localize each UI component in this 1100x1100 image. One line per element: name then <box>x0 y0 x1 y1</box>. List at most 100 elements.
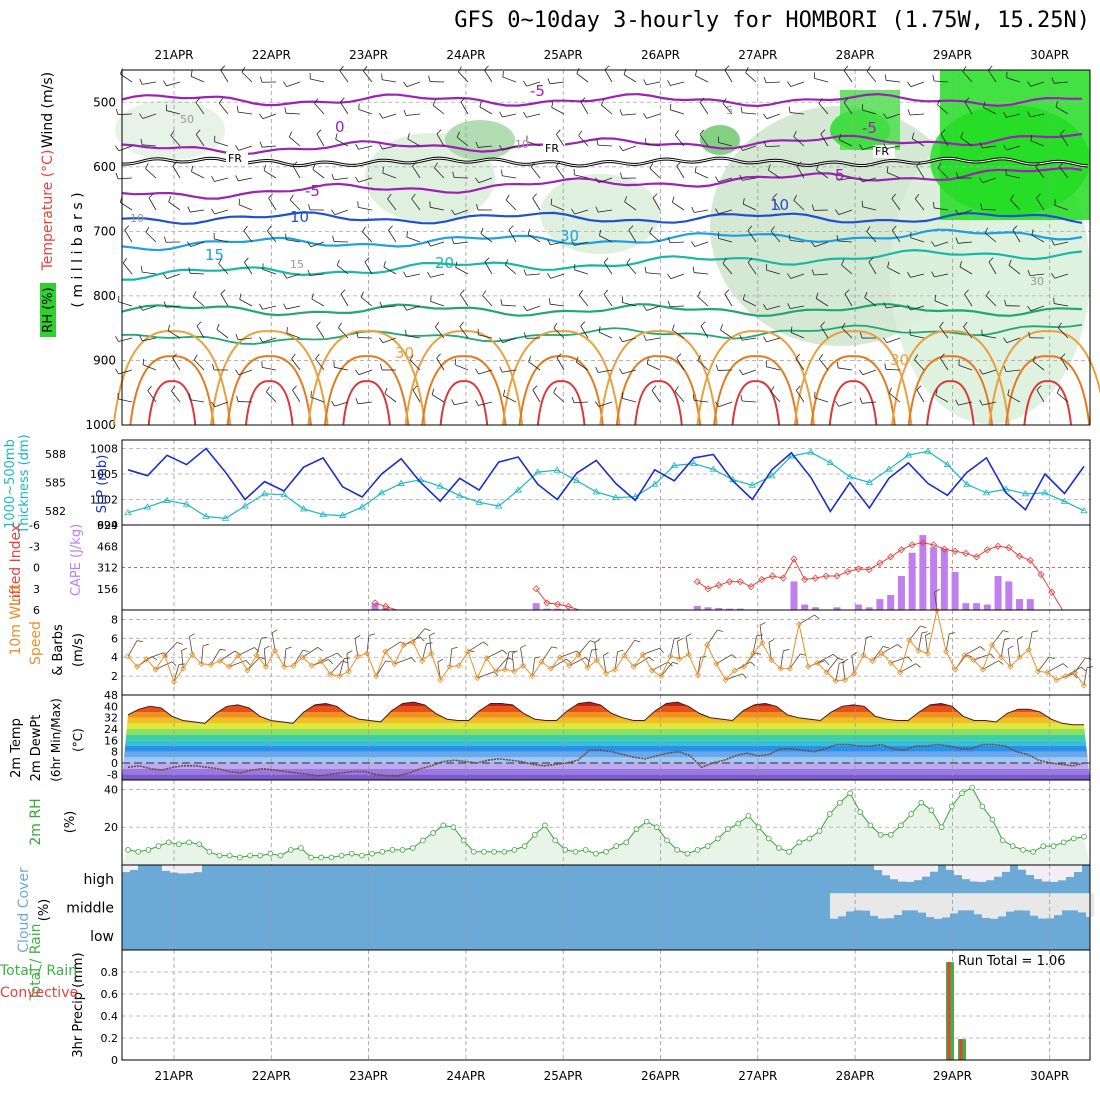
wind-speed-point <box>694 672 701 679</box>
wind-barb <box>339 658 345 677</box>
wind-barb-flag <box>770 226 775 232</box>
wind-barb <box>286 305 301 310</box>
temp-band <box>122 717 1090 724</box>
rh-point <box>623 839 630 846</box>
wind-barb <box>820 133 829 147</box>
cape-bar <box>790 581 798 610</box>
rh-point <box>460 837 467 844</box>
rh-point <box>1040 843 1047 849</box>
li-line <box>374 602 397 611</box>
wind-tick: 2 <box>111 670 118 683</box>
wind-barb-flag <box>139 78 143 85</box>
wind-barb <box>816 169 829 179</box>
thickness-point <box>1060 497 1069 504</box>
wind-speed-point <box>419 657 426 665</box>
wind-speed-point <box>538 658 545 666</box>
wind-barb-flag <box>412 385 418 391</box>
wind-barb-flag <box>346 650 353 654</box>
wind-barb <box>862 177 877 183</box>
wind-barb <box>358 206 373 211</box>
wind-barb <box>286 273 301 279</box>
wind-barb-flag <box>740 395 743 402</box>
wind-barb-flag <box>685 633 692 637</box>
wind-barb <box>238 145 253 151</box>
wind-barb-flag <box>811 241 816 248</box>
rh-point <box>369 850 375 857</box>
wind-barb <box>526 81 541 87</box>
wind-barb-flag <box>484 257 490 263</box>
wind-barb-flag <box>331 174 335 180</box>
wind-barb <box>790 112 805 115</box>
wind-barb-flag <box>768 164 771 171</box>
li-point <box>844 568 852 576</box>
wind-speed-point <box>722 676 729 683</box>
thickness-point <box>748 481 757 488</box>
thickness-tick: 585 <box>45 477 66 490</box>
wind-barb <box>747 262 757 275</box>
wind-barb <box>694 209 709 213</box>
wind-barb <box>835 663 840 681</box>
wind-barb <box>366 635 370 654</box>
wind-barb <box>814 397 829 403</box>
wind-barb-flag <box>731 654 737 659</box>
rh-point <box>999 837 1006 844</box>
wind-barb <box>256 637 262 656</box>
rh-point <box>359 852 365 859</box>
wind-speed-point <box>658 673 665 680</box>
rh-point <box>633 826 640 832</box>
li-point <box>1037 571 1045 579</box>
wind-barb-flag <box>1003 337 1008 343</box>
wind-barb <box>541 646 552 663</box>
wind-barb-flag <box>388 225 393 231</box>
wind-barb <box>1060 133 1069 147</box>
wind-barb-flag <box>315 353 320 360</box>
slp-tick: 1008 <box>90 443 118 456</box>
wind-barb <box>406 305 421 311</box>
rh-point <box>826 811 833 817</box>
cape-bar <box>543 608 551 610</box>
rh-point <box>257 852 264 859</box>
wind-barb-flag <box>1027 269 1031 276</box>
wind-barb-flag <box>844 289 850 295</box>
wind-barb-flag <box>619 109 623 116</box>
wind-barb-flag <box>499 337 504 343</box>
wind-barb-flag <box>818 98 823 104</box>
thickness-point <box>514 486 522 493</box>
wind-barb <box>651 390 661 403</box>
x-tick-bottom: 22APR <box>252 1069 291 1083</box>
wind-barb-flag <box>405 329 407 336</box>
cloud-middle-gap <box>982 893 990 918</box>
li-line <box>535 588 580 611</box>
contour-label: -5 <box>862 119 877 137</box>
wind-barb-flag <box>482 290 487 296</box>
wind-barb <box>502 337 517 344</box>
wind-barb-flag <box>355 176 359 183</box>
boundary-isotherm <box>696 330 816 426</box>
wind-barb <box>988 261 997 275</box>
wind-barb <box>626 263 637 275</box>
wind-barb <box>914 198 925 211</box>
rh-point <box>287 847 294 853</box>
wind-barb <box>862 109 877 115</box>
wind-barb <box>316 325 325 339</box>
wind-barb <box>214 238 229 243</box>
thickness-point <box>768 472 776 479</box>
wind-barb <box>910 305 925 311</box>
wind-barb <box>436 133 445 147</box>
wind-barb-flag <box>717 629 724 632</box>
wind-barb-flag <box>509 650 516 653</box>
wind-barb-flag <box>915 663 921 668</box>
wind-barb-flag <box>720 324 723 331</box>
wind-barb-flag <box>897 644 903 649</box>
wind-barb-flag <box>211 176 215 182</box>
pressure-axis-label: ( m i l l i b a r s ) <box>70 192 86 307</box>
wind-barb <box>266 391 277 403</box>
wind-speed-point <box>428 650 435 657</box>
wind-barb-flag <box>643 79 647 85</box>
rh-point <box>226 852 233 859</box>
wind-speed-point <box>1007 663 1014 670</box>
wind-barb-flag <box>694 166 697 173</box>
boundary-isotherm <box>536 380 586 426</box>
wind-barb <box>412 165 421 179</box>
